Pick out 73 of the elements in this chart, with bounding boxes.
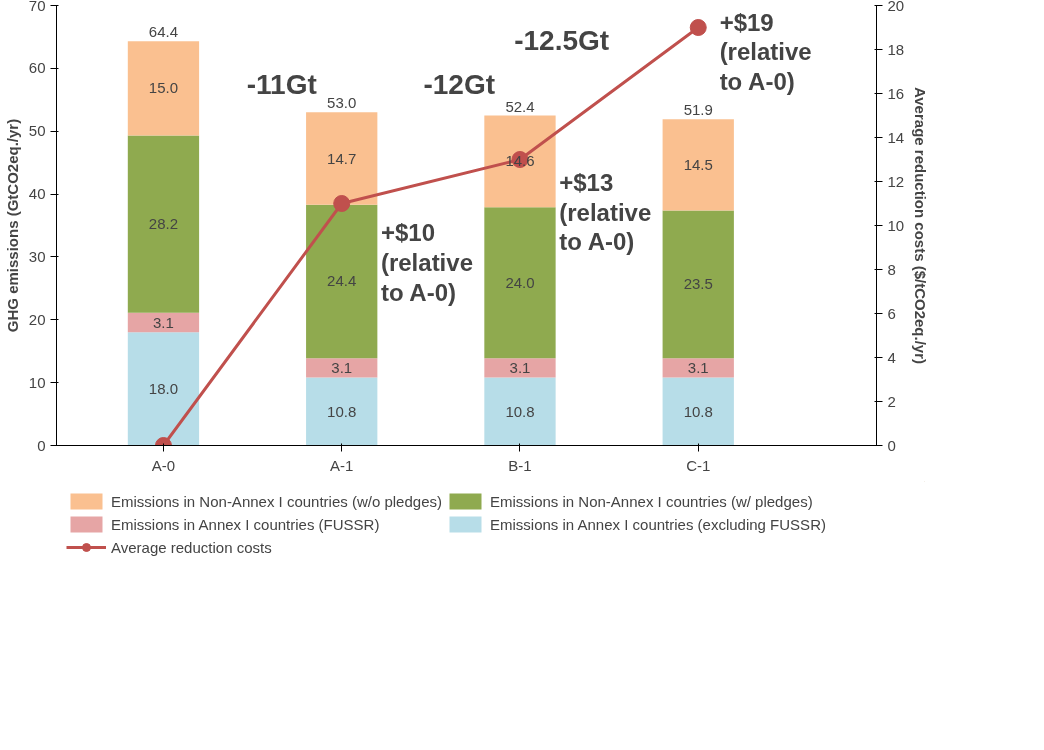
bar	[306, 204, 378, 359]
y2-tick-label: 14	[887, 128, 905, 146]
y2-tick-label: 18	[887, 40, 905, 58]
legend-label: Emissions in Non-Annex I countries (w/o pledges)	[111, 492, 442, 510]
legend-label: Emissions in Annex I countries (FUSSR)	[111, 515, 380, 533]
data-label: 10.8	[683, 402, 713, 420]
annotation: -11Gt	[246, 68, 317, 100]
annotation: +$10 (relative to A-0)	[380, 219, 473, 306]
total-label: 52.4	[505, 97, 535, 115]
data-label: 10.8	[327, 402, 357, 420]
bar	[484, 358, 556, 378]
data-label: 3.1	[153, 313, 174, 331]
annotation: +$19 (relative to A-0)	[719, 8, 812, 96]
bar	[306, 358, 378, 378]
data-label: 14.7	[327, 149, 357, 167]
y2-tick-label: 10	[887, 216, 905, 234]
y2-tick-label: 20	[887, 0, 905, 14]
bar	[662, 210, 734, 359]
y-axis-title: GHG emissions (GtCO2eq./yr)	[3, 118, 21, 333]
data-label: 24.0	[505, 273, 535, 291]
bar	[127, 312, 200, 333]
y-tick-label: 50	[28, 122, 46, 140]
legend-label: Emissions in Annex I countries (excluding FUSSR)	[489, 515, 826, 533]
y-tick-label: 10	[28, 373, 46, 391]
y2-tick-label: 16	[887, 84, 905, 102]
data-label: 3.1	[509, 358, 531, 376]
y2-tick-label: 4	[887, 348, 896, 366]
x-tick-label: B-1	[508, 456, 532, 474]
annotation: -12Gt	[423, 68, 496, 100]
point	[689, 19, 707, 36]
x-tick-label: A-1	[330, 456, 354, 474]
data-label: 23.5	[683, 275, 713, 293]
total-label: 64.4	[148, 23, 179, 41]
bar	[662, 358, 734, 378]
bar	[484, 377, 556, 446]
y-tick-label: 20	[28, 310, 46, 328]
bar	[127, 135, 200, 313]
x-tick-label: C-1	[686, 456, 711, 474]
bar	[306, 112, 378, 205]
data-label: 15.0	[148, 79, 179, 97]
y-tick-label: 70	[28, 0, 46, 14]
y2-tick-label: 0	[887, 436, 896, 454]
x-tick-label: A-0	[151, 456, 176, 474]
y-tick-label: 40	[28, 185, 46, 203]
bar	[127, 332, 200, 446]
data-label: 18.0	[148, 379, 179, 397]
bar	[662, 377, 734, 446]
data-label: 3.1	[687, 358, 709, 376]
y-tick-label: 0	[37, 436, 46, 454]
data-label: 3.1	[331, 358, 353, 376]
bar	[484, 115, 556, 208]
data-label: 10.8	[505, 402, 535, 420]
y-tick-label: 60	[28, 59, 46, 77]
bar	[306, 377, 378, 446]
total-label: 53.0	[327, 94, 357, 112]
legend-label: Emissions in Non-Annex I countries (w/ pledges)	[489, 492, 813, 510]
legend-label: Average reduction costs	[111, 538, 272, 556]
bar	[127, 41, 200, 136]
data-label: 24.4	[327, 272, 357, 290]
y2-tick-label: 2	[887, 392, 896, 410]
data-label: 28.2	[148, 215, 179, 233]
bar	[662, 119, 734, 211]
annotation: -12.5Gt	[514, 24, 610, 56]
y-tick-label: 30	[28, 247, 46, 265]
y2-axis-title: Average reduction costs ($/tCO2eq./yr)	[912, 86, 930, 365]
total-label: 51.9	[683, 101, 713, 119]
data-label: 14.5	[683, 155, 713, 173]
y2-tick-label: 8	[887, 260, 896, 278]
bar	[484, 207, 556, 359]
point	[333, 195, 351, 212]
y2-tick-label: 12	[887, 172, 905, 190]
annotation: +$13 (relative to A-0)	[559, 168, 652, 256]
y2-tick-label: 6	[887, 304, 896, 322]
